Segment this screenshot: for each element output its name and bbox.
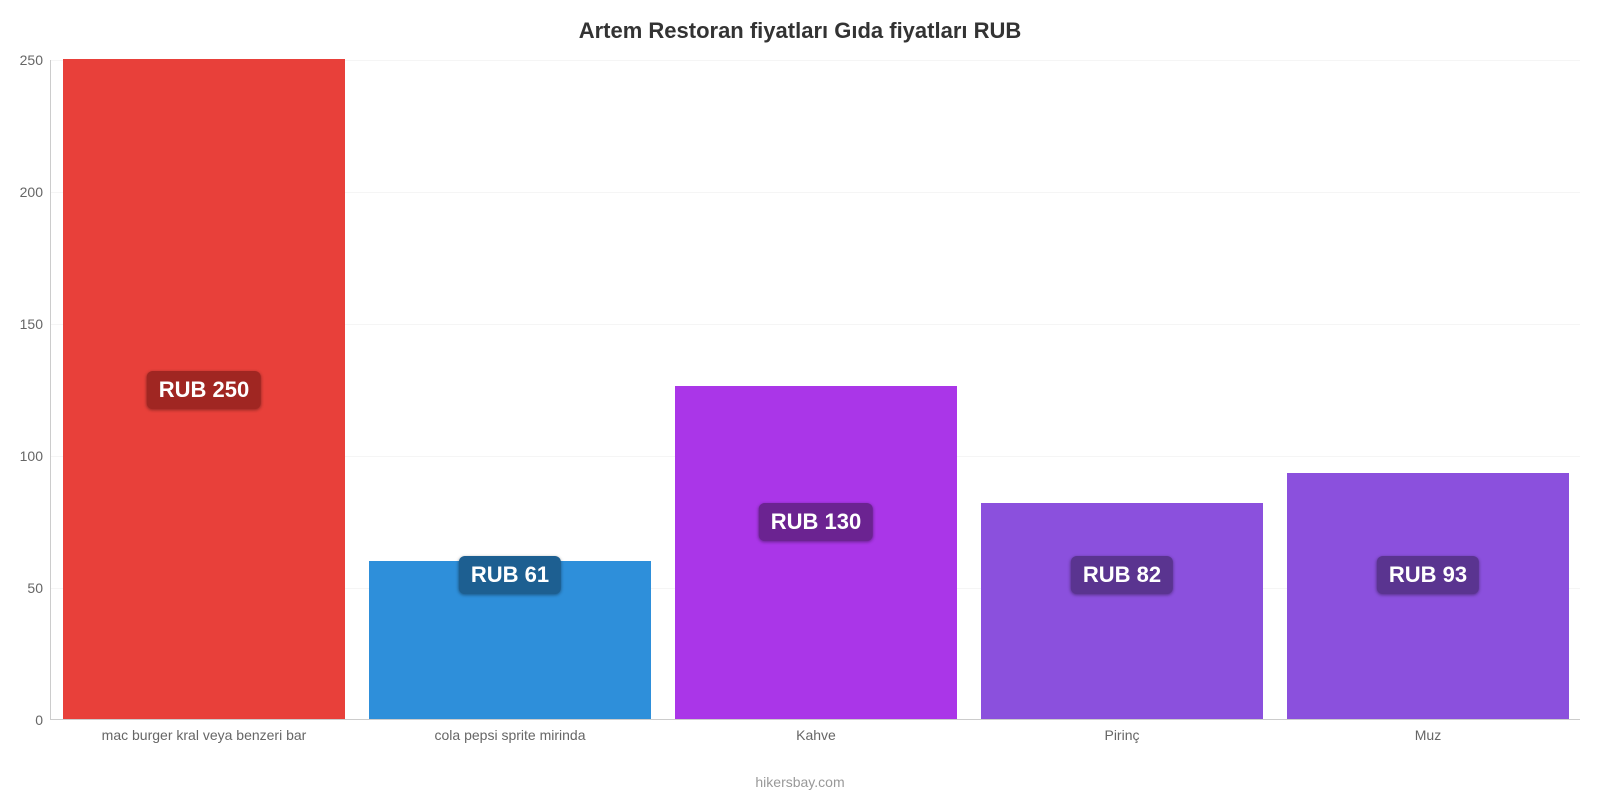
y-tick-label: 50 <box>27 580 51 596</box>
x-category-label: Muz <box>1275 727 1581 744</box>
y-tick-label: 250 <box>20 52 51 68</box>
bar-slot: RUB 82 <box>981 60 1263 719</box>
bar-slot: RUB 93 <box>1287 60 1569 719</box>
bar-value-label: RUB 93 <box>1377 556 1479 594</box>
bar-value-label: RUB 61 <box>459 556 561 594</box>
bar-slot: RUB 61 <box>369 60 651 719</box>
bar <box>1287 473 1569 719</box>
bar-value-label: RUB 250 <box>147 371 261 409</box>
y-tick-label: 0 <box>35 712 51 728</box>
bar-slot: RUB 250 <box>63 60 345 719</box>
price-chart: Artem Restoran fiyatları Gıda fiyatları … <box>0 0 1600 800</box>
x-category-label: cola pepsi sprite mirinda <box>357 727 663 744</box>
x-category-label: Kahve <box>663 727 969 744</box>
y-tick-label: 150 <box>20 316 51 332</box>
bar-slot: RUB 130 <box>675 60 957 719</box>
plot-area: 050100150200250RUB 250mac burger kral ve… <box>50 60 1580 720</box>
x-category-label: mac burger kral veya benzeri bar <box>51 727 357 744</box>
x-category-label: Pirinç <box>969 727 1275 744</box>
chart-title: Artem Restoran fiyatları Gıda fiyatları … <box>0 18 1600 44</box>
bar-value-label: RUB 130 <box>759 503 873 541</box>
y-tick-label: 200 <box>20 184 51 200</box>
y-tick-label: 100 <box>20 448 51 464</box>
bar <box>675 386 957 719</box>
chart-credit: hikersbay.com <box>0 774 1600 790</box>
bar-value-label: RUB 82 <box>1071 556 1173 594</box>
bar <box>981 503 1263 719</box>
